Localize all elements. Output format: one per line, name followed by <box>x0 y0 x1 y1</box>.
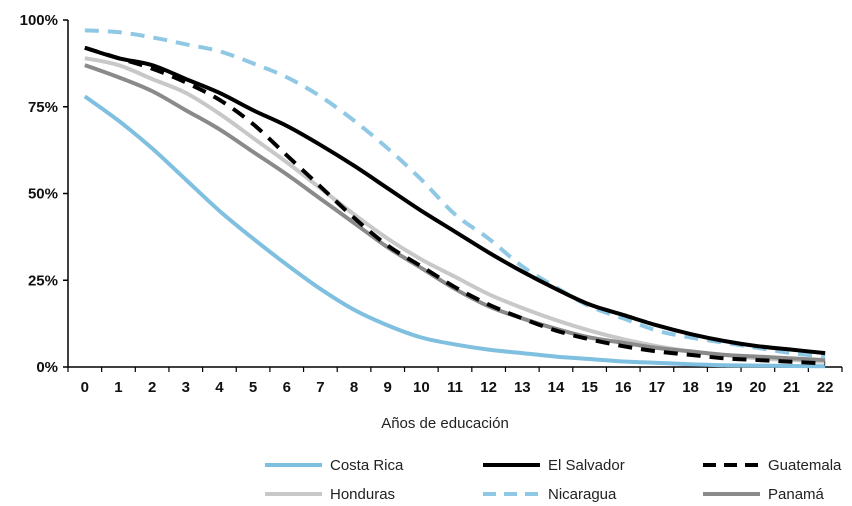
legend-label: Nicaragua <box>548 486 617 503</box>
x-tick-label: 12 <box>480 379 497 396</box>
x-tick-label: 5 <box>249 379 257 396</box>
x-tick-label: 0 <box>81 379 89 396</box>
series-line-honduras <box>84 56 826 364</box>
x-axis-label: Años de educación <box>381 415 509 432</box>
series-line-el-salvador <box>84 45 826 356</box>
legend-label: Costa Rica <box>330 457 404 474</box>
legend-label: El Salvador <box>548 457 625 474</box>
legend-item: Panamá <box>703 486 825 503</box>
x-tick-label: 10 <box>413 379 430 396</box>
legend-label: Guatemala <box>768 457 842 474</box>
x-tick-label: 16 <box>615 379 632 396</box>
x-tick-label: 13 <box>514 379 531 396</box>
legend-item: Guatemala <box>703 457 842 474</box>
legend-item: Nicaragua <box>483 486 617 503</box>
x-tick-label: 7 <box>316 379 324 396</box>
series-line-guatemala <box>84 45 826 366</box>
y-tick-label: 100% <box>20 12 58 29</box>
x-tick-label: 2 <box>148 379 156 396</box>
x-tick-label: 22 <box>817 379 834 396</box>
x-tick-label: 3 <box>182 379 190 396</box>
x-tick-label: 15 <box>581 379 598 396</box>
legend-label: Panamá <box>768 486 825 503</box>
x-tick-label: 11 <box>447 379 463 396</box>
x-tick-label: 6 <box>283 379 291 396</box>
x-tick-label: 21 <box>783 379 800 396</box>
legend: Costa Rica El Salvador Guatemala Honduras Ni… <box>265 457 842 503</box>
x-tick-label: 9 <box>384 379 392 396</box>
x-tick-label: 20 <box>750 379 767 396</box>
x-axis: 0 1 2 3 4 5 6 7 8 9 10 11 12 13 14 15 16 17 18 19 20 21 22 <box>67 366 843 396</box>
y-tick-label: 0% <box>36 359 58 376</box>
x-tick-label: 14 <box>548 379 565 396</box>
y-tick-label: 75% <box>28 99 58 116</box>
series-line-nicaragua <box>84 28 826 359</box>
legend-item: Honduras <box>265 486 395 503</box>
x-tick-label: 4 <box>215 379 224 396</box>
y-axis: 0% 25% 50% 75% 100% <box>20 12 69 376</box>
y-tick-label: 25% <box>28 272 58 289</box>
x-tick-label: 8 <box>350 379 358 396</box>
legend-label: Honduras <box>330 486 395 503</box>
x-tick-label: 18 <box>682 379 699 396</box>
legend-item: El Salvador <box>483 457 625 474</box>
y-tick-label: 50% <box>28 186 58 203</box>
x-tick-label: 1 <box>114 379 122 396</box>
series-line-costa-rica <box>83 94 826 369</box>
legend-item: Costa Rica <box>265 457 404 474</box>
x-tick-label: 19 <box>716 379 733 396</box>
x-tick-label: 17 <box>649 379 666 396</box>
series-lines <box>83 28 826 369</box>
